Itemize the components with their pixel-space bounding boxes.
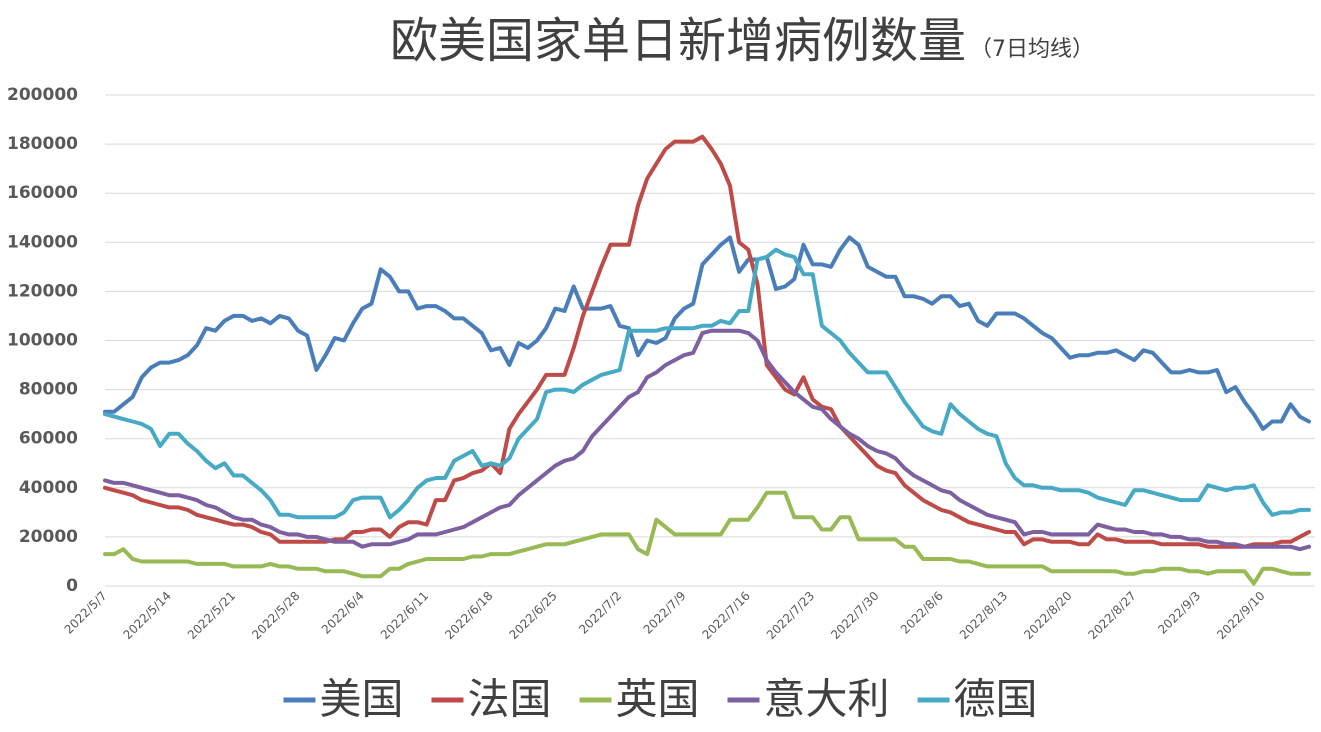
x-tick-label: 2022/9/3 xyxy=(1155,589,1203,637)
x-tick-label: 2022/5/14 xyxy=(121,589,174,642)
series-line xyxy=(103,490,1311,586)
x-tick-label: 2022/7/2 xyxy=(576,589,624,637)
x-tick-label: 2022/6/25 xyxy=(507,589,560,642)
x-tick-label: 2022/8/13 xyxy=(957,589,1010,642)
legend-label: 法国 xyxy=(467,675,551,724)
y-tick-label: 100000 xyxy=(7,331,78,351)
series-line xyxy=(103,235,1311,431)
x-tick-label: 2022/5/28 xyxy=(249,589,302,642)
x-tick-label: 2022/6/18 xyxy=(442,589,495,642)
y-tick-label: 80000 xyxy=(19,380,78,400)
x-tick-label: 2022/8/27 xyxy=(1086,589,1139,642)
legend-label: 英国 xyxy=(615,675,699,724)
x-tick-label: 2022/9/10 xyxy=(1214,589,1267,642)
y-tick-label: 140000 xyxy=(7,232,78,252)
y-tick-label: 200000 xyxy=(7,85,78,105)
x-tick-label: 2022/7/16 xyxy=(700,589,753,642)
chart-subtitle: （7日均线） xyxy=(970,37,1094,62)
y-tick-label: 120000 xyxy=(7,281,78,301)
chart-title: 欧美国家单日新增病例数量 xyxy=(390,13,966,69)
x-tick-label: 2022/5/21 xyxy=(185,589,238,642)
x-tick-label: 2022/7/9 xyxy=(641,589,689,637)
series-line xyxy=(103,328,1311,552)
y-tick-label: 0 xyxy=(66,576,78,596)
x-tick-label: 2022/8/20 xyxy=(1021,589,1074,642)
legend-label: 意大利 xyxy=(764,675,890,724)
x-tick-label: 2022/6/4 xyxy=(319,589,367,637)
x-tick-label: 2022/6/11 xyxy=(378,589,431,642)
x-tick-label: 2022/7/30 xyxy=(828,589,881,642)
x-tick-label: 2022/7/23 xyxy=(764,589,817,642)
y-tick-label: 40000 xyxy=(19,478,78,498)
x-tick-label: 2022/8/6 xyxy=(898,589,946,637)
legend-label: 美国 xyxy=(319,675,403,724)
y-tick-label: 60000 xyxy=(19,429,78,449)
y-tick-label: 160000 xyxy=(7,183,78,203)
legend-label: 德国 xyxy=(954,675,1038,724)
series-line xyxy=(103,247,1311,520)
legend: 美国 法国 英国 意大利 德国 xyxy=(283,675,1038,724)
series-line xyxy=(103,134,1311,549)
y-tick-label: 20000 xyxy=(19,527,78,547)
y-tick-label: 180000 xyxy=(7,134,78,154)
